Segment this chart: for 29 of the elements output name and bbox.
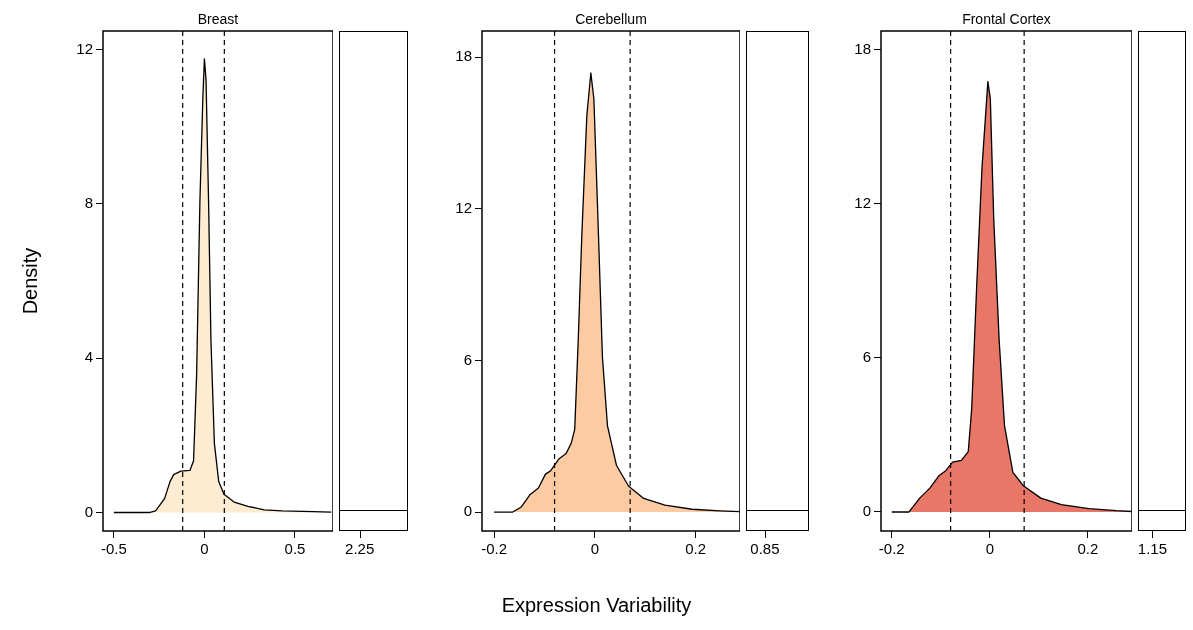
text: 0.85 — [750, 540, 780, 557]
y-tick-label: 0 — [84, 502, 93, 520]
x-tick-label: 0.5 — [284, 540, 306, 558]
x-tick-label: -0.5 — [100, 540, 127, 558]
text: 1.15 — [1137, 540, 1167, 557]
x-tick-label: 0 — [985, 540, 994, 558]
y-tick-label: 8 — [84, 193, 93, 211]
x-tick-label: 0.2 — [1077, 540, 1099, 558]
y-tick-label: 6 — [463, 350, 472, 368]
y-axis-title: Density — [18, 247, 42, 315]
x-tick-label: 0 — [590, 540, 600, 558]
y-tick-label: 6 — [862, 348, 871, 366]
chart-title: Cerebellum — [575, 10, 647, 27]
y-tick-label: 0 — [463, 502, 472, 520]
y-tick-label: 4 — [84, 348, 93, 366]
y-tick-label: 18 — [455, 47, 472, 65]
text: 2.25 — [345, 540, 375, 557]
y-tick-label: 12 — [854, 193, 871, 211]
y-tick-label: 12 — [76, 39, 93, 57]
y-tick-label: 18 — [854, 39, 871, 57]
x-tick-label: 0.2 — [685, 540, 707, 558]
chart-title: Breast — [197, 10, 239, 27]
x-axis-title: Expression Variability — [500, 594, 693, 617]
y-tick-label: 0 — [862, 502, 871, 520]
y-tick-label: 12 — [455, 198, 472, 216]
x-tick-label: -0.2 — [878, 540, 905, 558]
x-tick-label: -0.2 — [481, 540, 508, 558]
x-tick-label: 0 — [200, 540, 209, 558]
chart-title: Frontal Cortex — [962, 10, 1051, 27]
